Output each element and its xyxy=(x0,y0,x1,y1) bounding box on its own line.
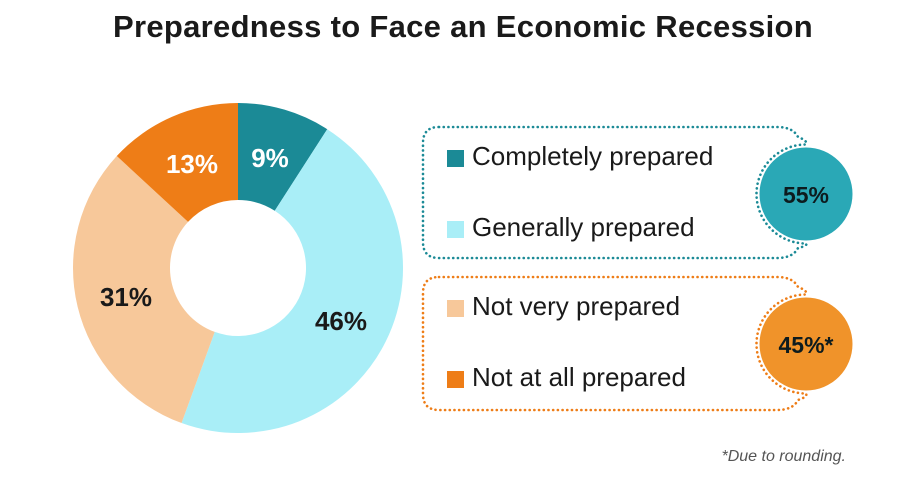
svg-text:45%*: 45%* xyxy=(779,332,834,358)
svg-text:31%: 31% xyxy=(100,282,152,312)
svg-text:46%: 46% xyxy=(315,306,367,336)
svg-text:55%: 55% xyxy=(783,182,829,208)
svg-text:9%: 9% xyxy=(251,143,289,173)
svg-text:13%: 13% xyxy=(166,149,218,179)
